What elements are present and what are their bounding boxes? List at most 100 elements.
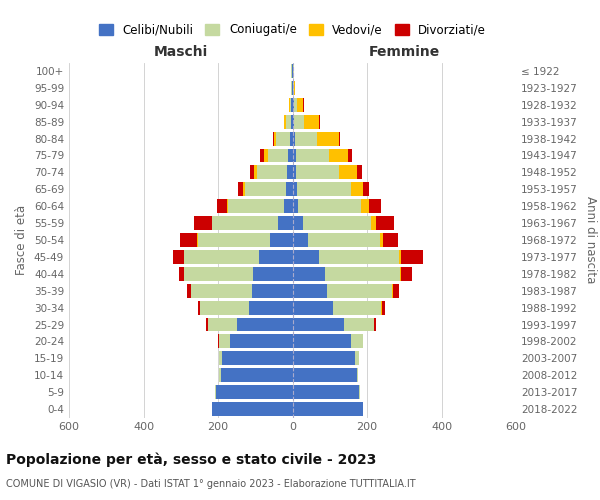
Bar — [361, 200, 369, 213]
Bar — [308, 233, 380, 247]
Bar — [363, 182, 369, 196]
Bar — [304, 114, 319, 128]
Bar — [293, 233, 308, 247]
Bar — [293, 352, 355, 366]
Bar — [227, 200, 229, 213]
Bar — [357, 166, 362, 179]
Bar — [293, 284, 327, 298]
Bar — [198, 300, 200, 314]
Bar — [229, 200, 284, 213]
Bar — [362, 334, 363, 348]
Bar — [325, 267, 400, 280]
Bar — [277, 132, 290, 145]
Bar — [184, 267, 253, 280]
Bar — [401, 267, 412, 280]
Bar — [293, 250, 319, 264]
Bar — [287, 166, 293, 179]
Bar — [374, 318, 376, 332]
Bar — [217, 200, 227, 213]
Bar — [293, 385, 359, 399]
Bar — [400, 250, 401, 264]
Bar — [173, 250, 184, 264]
Bar — [319, 250, 400, 264]
Bar — [197, 233, 270, 247]
Bar — [376, 216, 394, 230]
Bar — [298, 200, 361, 213]
Bar — [284, 114, 286, 128]
Bar — [293, 166, 296, 179]
Bar — [286, 182, 293, 196]
Bar — [338, 132, 340, 145]
Bar — [293, 368, 356, 382]
Bar — [369, 200, 381, 213]
Bar — [293, 267, 325, 280]
Bar — [212, 402, 293, 416]
Bar — [289, 98, 290, 112]
Bar — [296, 98, 304, 112]
Bar — [371, 216, 376, 230]
Bar — [333, 300, 381, 314]
Bar — [252, 284, 293, 298]
Bar — [208, 318, 238, 332]
Bar — [293, 148, 296, 162]
Bar — [293, 182, 297, 196]
Bar — [293, 132, 295, 145]
Bar — [184, 250, 259, 264]
Bar — [393, 284, 400, 298]
Bar — [319, 114, 320, 128]
Text: Femmine: Femmine — [368, 45, 440, 59]
Bar — [327, 284, 392, 298]
Bar — [293, 98, 296, 112]
Bar — [219, 368, 221, 382]
Bar — [380, 233, 383, 247]
Bar — [382, 300, 385, 314]
Bar — [355, 352, 359, 366]
Bar — [317, 132, 338, 145]
Bar — [286, 114, 290, 128]
Bar — [260, 148, 264, 162]
Text: Maschi: Maschi — [154, 45, 208, 59]
Bar — [212, 216, 278, 230]
Bar — [339, 166, 357, 179]
Bar — [268, 148, 288, 162]
Bar — [238, 182, 243, 196]
Bar — [303, 216, 371, 230]
Bar — [294, 81, 295, 95]
Bar — [180, 233, 197, 247]
Bar — [250, 166, 254, 179]
Bar — [383, 233, 398, 247]
Bar — [292, 64, 293, 78]
Bar — [179, 267, 184, 280]
Text: Popolazione per età, sesso e stato civile - 2023: Popolazione per età, sesso e stato civil… — [6, 452, 376, 467]
Bar — [219, 352, 223, 366]
Bar — [187, 284, 191, 298]
Bar — [274, 132, 277, 145]
Bar — [401, 250, 423, 264]
Bar — [291, 81, 292, 95]
Bar — [200, 300, 248, 314]
Bar — [221, 368, 293, 382]
Bar — [273, 132, 274, 145]
Bar — [292, 98, 293, 112]
Bar — [295, 114, 304, 128]
Legend: Celibi/Nubili, Coniugati/e, Vedovi/e, Divorziati/e: Celibi/Nubili, Coniugati/e, Vedovi/e, Di… — [94, 18, 491, 41]
Bar — [248, 300, 293, 314]
Text: COMUNE DI VIGASIO (VR) - Dati ISTAT 1° gennaio 2023 - Elaborazione TUTTITALIA.IT: COMUNE DI VIGASIO (VR) - Dati ISTAT 1° g… — [6, 479, 416, 489]
Bar — [259, 250, 293, 264]
Bar — [296, 148, 329, 162]
Bar — [243, 182, 245, 196]
Bar — [293, 200, 298, 213]
Bar — [215, 385, 216, 399]
Bar — [290, 132, 293, 145]
Bar — [293, 334, 352, 348]
Bar — [293, 216, 303, 230]
Bar — [290, 114, 293, 128]
Bar — [230, 334, 293, 348]
Bar — [329, 148, 349, 162]
Bar — [194, 216, 212, 230]
Bar — [297, 182, 351, 196]
Bar — [288, 148, 293, 162]
Bar — [254, 166, 257, 179]
Bar — [219, 334, 230, 348]
Bar — [290, 98, 292, 112]
